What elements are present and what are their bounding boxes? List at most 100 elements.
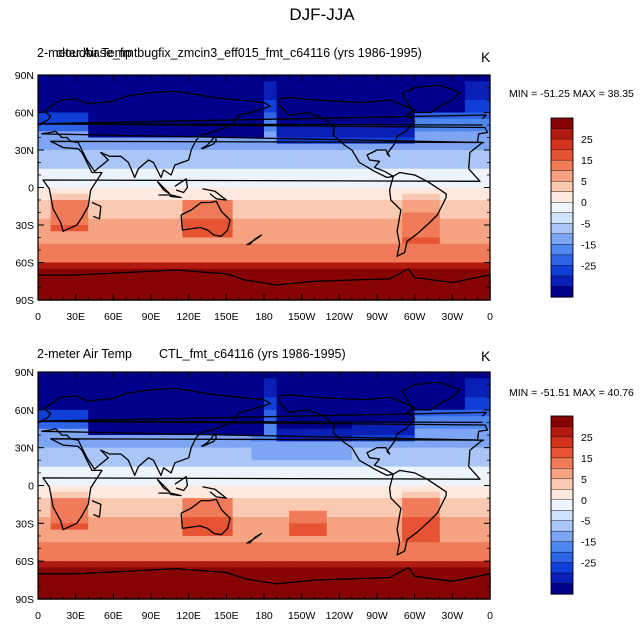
field-cell [346,549,353,556]
field-cell [434,150,441,157]
field-cell [88,225,95,232]
field-cell [38,81,45,88]
colorbar-box [551,129,573,140]
field-cell [151,404,158,411]
field-cell [145,263,152,270]
field-cell [170,479,177,486]
field-cell [82,94,89,101]
field-cell [471,256,478,263]
field-cell [302,448,309,455]
field-cell [214,113,221,120]
field-cell [396,163,403,170]
field-cell [314,523,321,530]
field-cell [101,486,108,493]
field-cell [44,225,51,232]
field-cell [120,131,127,138]
field-cell [76,530,83,537]
field-cell [377,492,384,499]
field-cell [258,200,265,207]
field-cell [314,181,321,188]
field-cell [402,225,409,232]
field-cell [471,517,478,524]
field-cell [113,219,120,226]
field-cell [295,542,302,549]
field-cell [145,113,152,120]
field-cell [132,378,139,385]
field-cell [245,460,252,467]
field-cell [132,263,139,270]
field-cell [308,88,315,95]
field-cell [283,169,290,176]
field-cell [245,448,252,455]
field-cell [371,225,378,232]
field-cell [201,530,208,537]
field-cell [239,467,246,474]
field-cell [459,94,466,101]
field-cell [452,517,459,524]
field-cell [446,504,453,511]
field-cell [138,206,145,213]
field-cell [251,441,258,448]
field-cell [239,163,246,170]
field-cell [390,213,397,220]
field-cell [452,156,459,163]
field-cell [264,150,271,157]
field-cell [333,467,340,474]
field-cell [251,454,258,461]
field-cell [233,75,240,82]
field-cell [201,138,208,145]
field-cell [101,194,108,201]
field-cell [415,75,422,82]
field-cell [465,385,472,392]
field-cell [446,492,453,499]
field-cell [101,100,108,107]
field-cell [51,448,58,455]
field-cell [446,194,453,201]
field-cell [289,517,296,524]
field-cell [151,188,158,195]
field-cell [195,555,202,562]
field-cell [396,81,403,88]
field-cell [321,404,328,411]
field-cell [270,250,277,257]
field-cell [151,88,158,95]
field-cell [383,288,390,295]
x-tick-label: 60E [104,311,123,323]
field-cell [233,106,240,113]
field-cell [327,181,334,188]
field-cell [440,138,447,145]
field-cell [421,88,428,95]
field-cell [76,281,83,288]
field-cell [145,404,152,411]
field-cell [101,542,108,549]
field-cell [264,429,271,436]
field-cell [321,194,328,201]
field-cell [459,448,466,455]
field-cell [95,391,102,398]
field-cell [157,275,164,282]
field-cell [176,378,183,385]
field-cell [321,88,328,95]
field-cell [471,391,478,398]
field-cell [157,536,164,543]
field-cell [226,530,233,537]
field-cell [477,549,484,556]
field-cell [471,181,478,188]
field-cell [38,549,45,556]
field-cell [245,492,252,499]
field-cell [63,467,70,474]
field-cell [170,188,177,195]
colorbar-box [551,118,573,129]
field-cell [208,113,215,120]
field-cell [471,206,478,213]
field-cell [220,467,227,474]
field-cell [69,549,76,556]
field-cell [352,244,359,251]
field-cell [390,391,397,398]
field-cell [182,113,189,120]
field-cell [182,138,189,145]
field-cell [308,492,315,499]
field-cell [220,169,227,176]
field-cell [314,231,321,238]
field-cell [421,163,428,170]
